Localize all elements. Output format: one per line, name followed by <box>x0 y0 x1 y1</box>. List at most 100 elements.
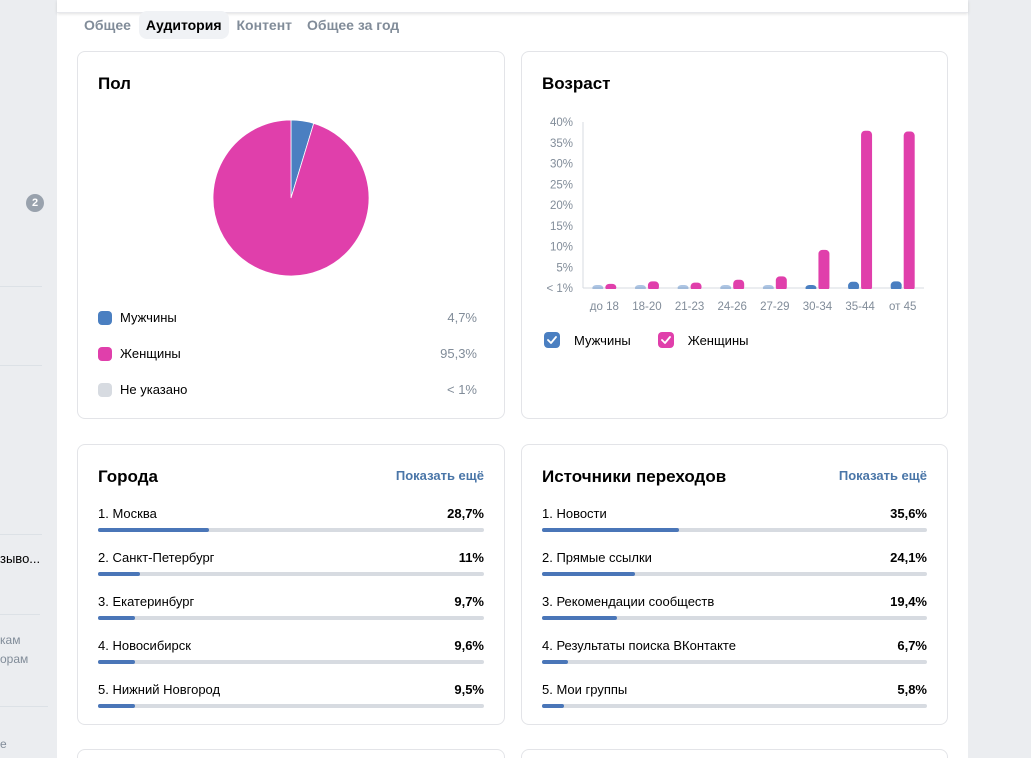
top-panel <box>57 0 968 13</box>
unknown-color-swatch <box>98 383 112 397</box>
x-tick-label: 24-26 <box>717 301 746 312</box>
city-row: 2. Санкт-Петербург 11% <box>98 550 484 586</box>
legend-label: Мужчины <box>574 332 631 348</box>
cities-title: Города <box>98 467 158 486</box>
city-value: 11% <box>458 550 484 565</box>
legend-toggle-male[interactable]: Мужчины <box>544 332 631 348</box>
axis-mask <box>584 289 925 295</box>
source-progress-fill <box>542 616 617 620</box>
sidebar-text-fragment: кам <box>0 633 21 647</box>
x-tick-label: 30-34 <box>803 301 833 312</box>
city-value: 9,7% <box>454 594 484 609</box>
source-progress-fill <box>542 704 565 708</box>
city-progress-track <box>98 572 484 576</box>
age-bar-female[interactable] <box>861 130 873 291</box>
city-label: 2. Санкт-Петербург <box>98 550 215 565</box>
legend-label: Женщины <box>687 332 749 348</box>
age-bar-female[interactable] <box>775 276 787 291</box>
age-legend: Мужчины Женщины <box>544 330 775 350</box>
sidebar-divider <box>0 365 42 366</box>
source-value: 24,1% <box>890 550 927 565</box>
city-row: 4. Новосибирск 9,6% <box>98 638 484 674</box>
y-tick-label: 5% <box>556 262 573 274</box>
gender-legend-male: Мужчины 4,7% <box>98 309 477 327</box>
sidebar-divider <box>0 614 40 615</box>
sources-show-more-link[interactable]: Показать ещё <box>838 468 927 483</box>
source-value: 35,6% <box>890 506 927 521</box>
gender-legend-unknown: Не указано < 1% <box>98 381 477 399</box>
legend-label: Мужчины <box>120 310 177 325</box>
cities-card: Города Показать ещё 1. Москва 28,7% 2. Сан… <box>77 444 505 725</box>
x-tick-label: от 45 <box>889 301 916 312</box>
y-tick-label: 15% <box>550 221 573 233</box>
source-label: 2. Прямые ссылки <box>542 550 652 565</box>
age-bar-male[interactable] <box>890 281 902 291</box>
sidebar-item-truncated[interactable]: зыво... <box>0 551 41 566</box>
source-progress-track <box>542 528 927 532</box>
city-value: 9,6% <box>454 638 484 653</box>
legend-label: Женщины <box>120 346 181 361</box>
next-card-left <box>77 749 505 758</box>
legend-value: < 1% <box>447 382 477 397</box>
checkbox-checked-icon[interactable] <box>544 332 560 348</box>
age-bar-female[interactable] <box>818 249 830 291</box>
source-value: 5,8% <box>897 682 927 697</box>
age-bar-chart: < 1% 5% 10% 15% 20% 25% 30% 35% 40% до 18 18-20 21… <box>546 117 925 312</box>
source-progress-track <box>542 616 927 620</box>
city-row: 5. Нижний Новгород 9,5% <box>98 682 484 718</box>
source-row: 1. Новости 35,6% <box>542 506 927 542</box>
sidebar-divider <box>0 286 42 287</box>
sources-title: Источники переходов <box>542 467 727 486</box>
age-bar-female[interactable] <box>903 131 915 291</box>
source-row: 5. Мои группы 5,8% <box>542 682 927 718</box>
tab-general-year[interactable]: Общее за год <box>307 17 400 33</box>
checkbox-checked-icon[interactable] <box>657 332 674 348</box>
legend-toggle-female[interactable]: Женщины <box>657 332 749 348</box>
gender-title: Пол <box>98 74 131 93</box>
notification-badge: 2 <box>26 194 44 212</box>
age-bar-male[interactable] <box>848 281 860 291</box>
male-color-swatch <box>98 311 112 325</box>
sources-card: Источники переходов Показать ещё 1. Ново… <box>521 444 948 725</box>
city-label: 1. Москва <box>98 506 157 521</box>
city-label: 5. Нижний Новгород <box>98 682 221 697</box>
source-row: 3. Рекомендации сообществ 19,4% <box>542 594 927 630</box>
y-tick-label: 20% <box>550 200 573 212</box>
x-tick-label: 18-20 <box>632 301 661 312</box>
city-progress-fill <box>98 704 135 708</box>
pie-slice-female[interactable] <box>212 119 370 277</box>
sidebar-divider <box>0 534 42 535</box>
source-progress-fill <box>542 572 635 576</box>
x-tick-label: до 18 <box>590 301 619 312</box>
y-tick-label: 40% <box>550 117 573 129</box>
stats-tabs: Общее Аудитория Контент Общее за год <box>77 11 407 39</box>
age-bar-female[interactable] <box>647 281 659 291</box>
x-tick-label: 27-29 <box>760 301 789 312</box>
cities-show-more-link[interactable]: Показать ещё <box>395 468 484 483</box>
city-row: 3. Екатеринбург 9,7% <box>98 594 484 630</box>
tab-content[interactable]: Контент <box>236 17 293 33</box>
sidebar-text-fragment: орам <box>0 652 29 666</box>
city-value: 28,7% <box>447 506 484 521</box>
tab-audience[interactable]: Аудитория <box>138 11 229 39</box>
source-label: 3. Рекомендации сообществ <box>542 594 715 609</box>
city-row: 1. Москва 28,7% <box>98 506 484 542</box>
age-bar-female[interactable] <box>733 279 745 291</box>
legend-value: 95,3% <box>440 346 477 361</box>
city-progress-fill <box>98 616 136 620</box>
left-sidebar: 2 зыво... кам орам е <box>0 0 57 758</box>
tab-general[interactable]: Общее <box>84 17 131 33</box>
y-tick-label: < 1% <box>546 283 573 295</box>
source-progress-track <box>542 572 927 576</box>
source-label: 4. Результаты поиска ВКонтакте <box>542 638 736 653</box>
age-bar-female[interactable] <box>690 282 702 291</box>
city-progress-track <box>98 616 484 620</box>
x-tick-label: 21-23 <box>675 301 704 312</box>
city-label: 4. Новосибирск <box>98 638 191 653</box>
source-row: 4. Результаты поиска ВКонтакте 6,7% <box>542 638 927 674</box>
source-value: 6,7% <box>897 638 927 653</box>
city-progress-fill <box>98 660 136 664</box>
age-title: Возраст <box>542 74 611 93</box>
source-progress-fill <box>542 528 680 532</box>
x-tick-label: 35-44 <box>845 301 875 312</box>
